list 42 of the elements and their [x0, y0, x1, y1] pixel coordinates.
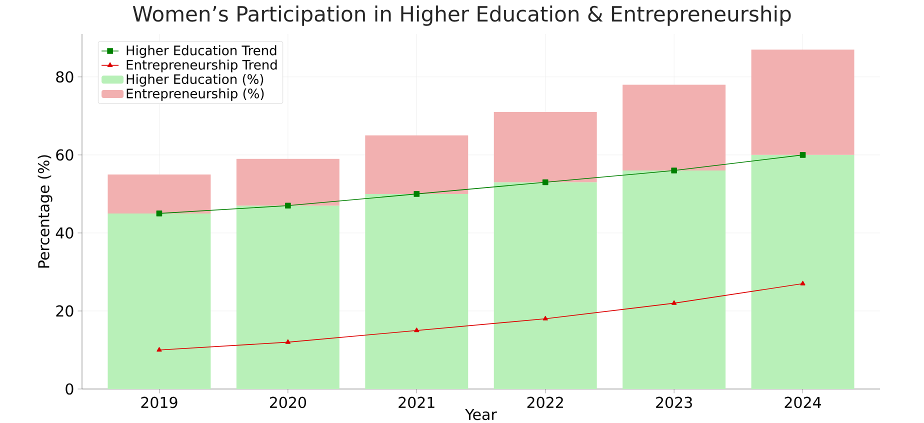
y-tick-label: 40 [56, 227, 74, 239]
bar [236, 206, 340, 389]
bar [622, 84, 726, 171]
y-axis-title: Percentage (%) [38, 155, 52, 268]
point [285, 202, 291, 209]
point [542, 316, 548, 320]
point [800, 280, 806, 286]
bar [622, 170, 726, 389]
x-tick-label: 2023 [656, 396, 692, 408]
x-axis-title: Year [465, 408, 497, 420]
y-tick-label: 80 [56, 71, 74, 83]
bar [108, 174, 211, 214]
y-tick-label: 0 [66, 383, 74, 395]
x-tick-label: 2022 [527, 396, 563, 408]
point [414, 328, 420, 332]
y-tick-label: 20 [56, 305, 74, 317]
point [414, 191, 420, 197]
x-tick-label: 2021 [398, 396, 434, 408]
point [672, 300, 677, 305]
point [285, 339, 290, 344]
bar [236, 158, 340, 206]
point [542, 179, 548, 186]
bar [365, 135, 468, 194]
bar [365, 194, 468, 389]
legend-label: Higher Education Trend [126, 45, 276, 58]
point [671, 168, 677, 174]
bar [494, 182, 597, 389]
bar [751, 50, 854, 155]
y-tick-label: 60 [56, 149, 74, 161]
bar [751, 154, 854, 389]
point [156, 210, 162, 216]
x-tick-label: 2019 [141, 396, 178, 408]
legend-label: Higher Education (%) [126, 74, 264, 87]
chart-title: Women’s Participation in Higher Education & Entrepreneurship [132, 6, 791, 26]
legend-label: Entrepreneurship Trend [126, 60, 277, 72]
point [800, 152, 806, 158]
bar [108, 213, 211, 389]
x-tick-label: 2024 [784, 396, 822, 408]
x-tick-label: 2020 [270, 396, 306, 408]
bar [494, 112, 597, 182]
legend-label: Entrepreneurship (%) [126, 88, 264, 101]
point [156, 347, 162, 352]
